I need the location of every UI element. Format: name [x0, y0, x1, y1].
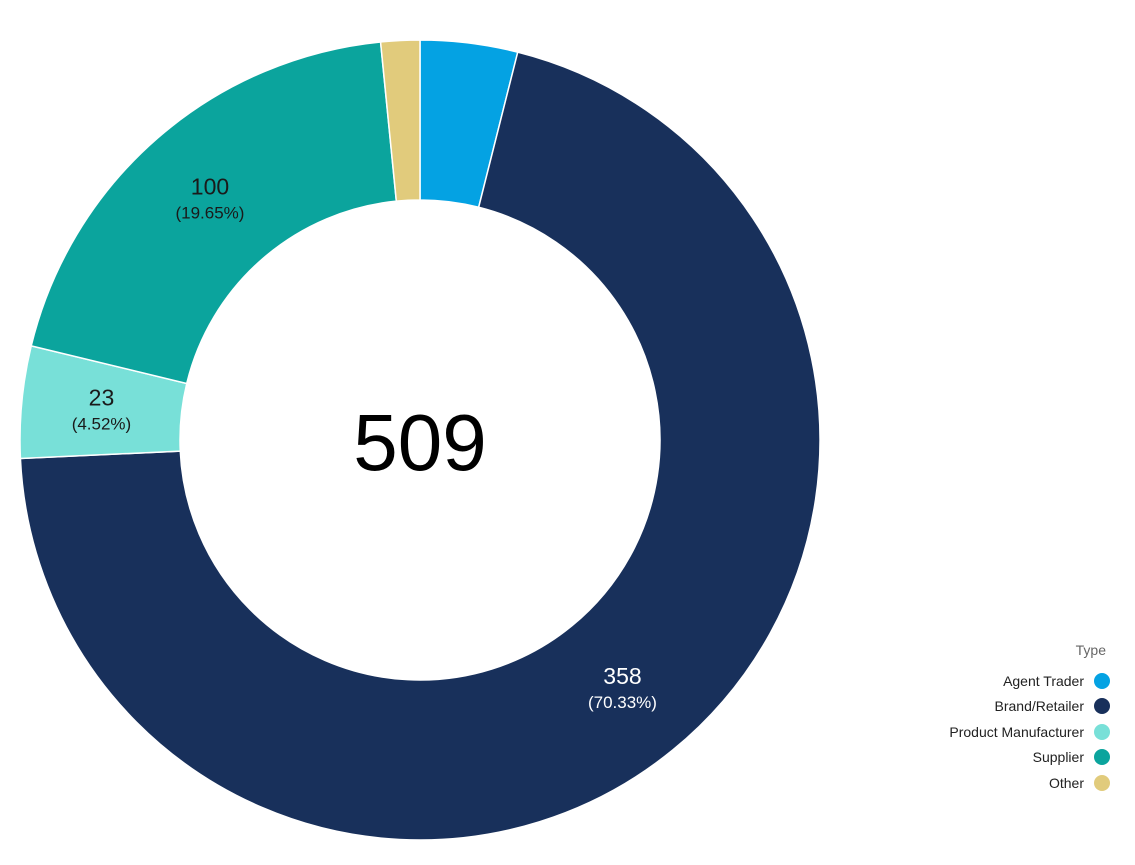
- legend: Type Agent Trader Brand/Retailer Product M…: [949, 642, 1110, 796]
- legend-swatch: [1094, 672, 1110, 689]
- legend-item[interactable]: Agent Trader: [949, 668, 1110, 694]
- legend-item-label: Agent Trader: [1003, 672, 1084, 689]
- legend-swatch: [1094, 723, 1110, 740]
- center-total: 509: [353, 398, 486, 487]
- legend-item[interactable]: Brand/Retailer: [949, 694, 1110, 720]
- legend-item[interactable]: Product Manufacturer: [949, 719, 1110, 745]
- donut-chart: 358 (70.33%) 23 (4.52%) 100 (19.65%) 509: [19, 39, 821, 841]
- slice-value-label: 100: [191, 174, 229, 200]
- legend-swatch: [1094, 749, 1110, 766]
- slice-percent-label: (4.52%): [72, 414, 132, 433]
- legend-item-label: Supplier: [1032, 749, 1084, 766]
- legend-title: Type: [1075, 642, 1106, 658]
- slice-labels: 358 (70.33%) 23 (4.52%) 100 (19.65%): [72, 174, 657, 712]
- slice-supplier[interactable]: [30, 41, 398, 385]
- legend-item-label: Product Manufacturer: [949, 723, 1084, 740]
- legend-swatch: [1094, 774, 1110, 791]
- slice-percent-label: (19.65%): [175, 204, 244, 223]
- slice-brand-retailer[interactable]: [19, 51, 821, 841]
- slice-percent-label: (70.33%): [588, 693, 657, 712]
- slice-value-label: 358: [603, 663, 641, 689]
- legend-item[interactable]: Supplier: [949, 745, 1110, 771]
- legend-item-label: Other: [1048, 774, 1084, 791]
- slice-value-label: 23: [89, 384, 115, 410]
- slice-other[interactable]: [379, 39, 421, 202]
- legend-item-label: Brand/Retailer: [994, 698, 1085, 715]
- legend-item[interactable]: Other: [949, 770, 1110, 796]
- legend-items: Agent Trader Brand/Retailer Product Manufa…: [949, 668, 1110, 796]
- donut-slices: [19, 39, 821, 841]
- legend-swatch: [1094, 698, 1110, 715]
